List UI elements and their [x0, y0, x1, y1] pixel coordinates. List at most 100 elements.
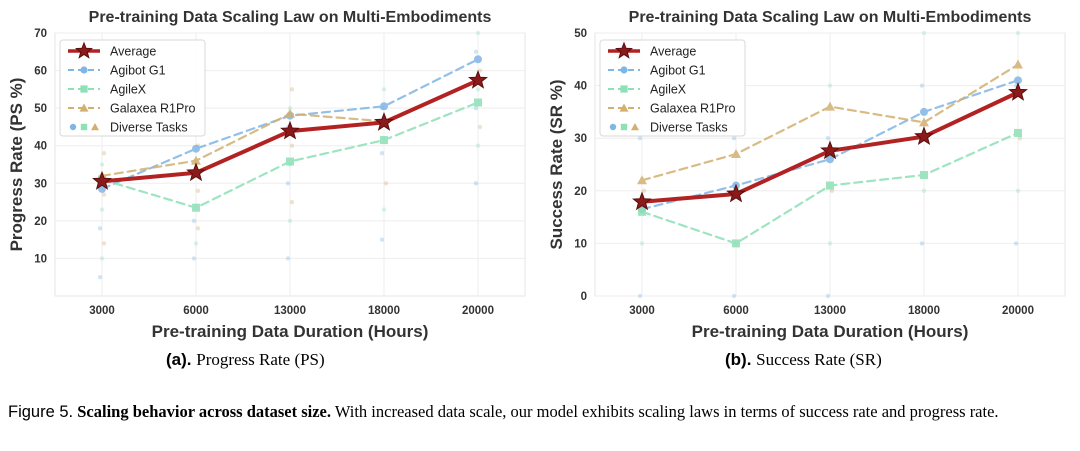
- diverse-task-point: [287, 218, 293, 224]
- y-tick-label: 30: [34, 178, 47, 190]
- diverse-task-point: [475, 30, 481, 36]
- diverse-task-point: [285, 181, 291, 186]
- data-point: [380, 102, 388, 111]
- x-tick-label: 20000: [462, 305, 494, 317]
- diverse-task-point: [383, 181, 389, 186]
- data-point: [820, 140, 840, 160]
- legend: Average Agibot G1 AgileX Galaxea R1Pro Diver…: [599, 39, 746, 137]
- y-tick-label: 50: [574, 28, 587, 40]
- legend-box: [59, 39, 206, 137]
- x-axis-label: Pre-training Data Duration (Hours): [692, 322, 969, 341]
- data-point: [638, 207, 646, 216]
- diverse-task-point: [1015, 30, 1021, 36]
- series-galaxea-r1pro: [637, 59, 1023, 185]
- diverse-task-point: [731, 293, 737, 299]
- data-point: [1014, 76, 1022, 85]
- diverse-task-point: [97, 226, 103, 231]
- legend-label: AgileX: [650, 83, 687, 97]
- diverse-task-point: [285, 256, 291, 261]
- diverse-task-point: [477, 68, 483, 73]
- diverse-task-point: [825, 293, 831, 299]
- data-point: [374, 111, 394, 131]
- legend-swatch-marker: [79, 103, 89, 112]
- data-point: [92, 170, 112, 190]
- legend-diverse-square: [620, 123, 628, 131]
- data-point: [826, 181, 834, 190]
- y-tick-label: 70: [34, 28, 47, 40]
- subcaption-b: (b). Success Rate (SR): [725, 350, 882, 370]
- diverse-task-point: [289, 87, 295, 92]
- x-tick-label: 6000: [183, 305, 209, 317]
- data-point: [286, 157, 294, 166]
- diverse-task-point: [381, 87, 387, 92]
- legend-swatch-marker: [619, 103, 629, 112]
- subcaption-b-label: (b).: [725, 350, 752, 369]
- diverse-task-point: [919, 241, 925, 246]
- data-point: [632, 191, 652, 211]
- diverse-task-point: [829, 188, 835, 193]
- diverse-task-point: [289, 143, 295, 148]
- data-point: [726, 183, 746, 203]
- data-point: [191, 155, 201, 165]
- data-point: [380, 136, 388, 145]
- diverse-task-point: [379, 237, 385, 242]
- diverse-task-point: [475, 87, 481, 92]
- series-average: [92, 69, 488, 190]
- diverse-task-point: [195, 226, 201, 231]
- x-tick-label: 13000: [814, 305, 846, 317]
- x-axis-label: Pre-training Data Duration (Hours): [152, 322, 429, 341]
- subcaption-a: (a). Progress Rate (PS): [166, 350, 325, 370]
- data-point: [826, 155, 834, 164]
- x-tick-label: 3000: [629, 305, 655, 317]
- diverse-task-point: [101, 151, 107, 156]
- diverse-task-point: [101, 241, 107, 246]
- diverse-task-point: [827, 241, 833, 246]
- legend-diverse-triangle: [91, 123, 99, 131]
- legend-label: Diverse Tasks: [650, 121, 728, 135]
- data-point: [468, 69, 488, 89]
- chart-title: Pre-training Data Scaling Law on Multi-E…: [629, 9, 1032, 26]
- chart-progress-rate: 10 20 30 40 50 60 70 3000 6000 13000 18000 20000 Pre…: [0, 0, 540, 345]
- x-tick-label: 20000: [1002, 305, 1034, 317]
- subcaption-a-label: (a).: [166, 350, 192, 369]
- diverse-task-point: [827, 83, 833, 88]
- data-point: [474, 98, 482, 107]
- data-point: [186, 162, 206, 182]
- diverse-task-point: [473, 181, 479, 186]
- chart-title: Pre-training Data Scaling Law on Multi-E…: [89, 9, 492, 26]
- subcaption-b-text: Success Rate (SR): [756, 350, 882, 369]
- data-point: [914, 126, 934, 146]
- series-average: [632, 81, 1028, 211]
- data-point: [280, 120, 300, 140]
- diverse-task-point: [919, 83, 925, 88]
- data-point: [1014, 128, 1022, 137]
- x-ticks: 3000 6000 13000 18000 20000: [89, 305, 494, 317]
- legend-swatch-marker: [74, 41, 94, 59]
- y-tick-label: 20: [34, 216, 47, 228]
- grid: [595, 32, 1065, 297]
- legend-swatch-marker: [80, 66, 88, 74]
- data-point: [474, 55, 482, 64]
- diverse-task-point: [101, 192, 107, 197]
- diverse-task-point: [921, 188, 927, 193]
- caption-bold-text: Scaling behavior across dataset size.: [77, 402, 332, 421]
- data-point: [732, 239, 740, 248]
- x-tick-label: 6000: [723, 305, 749, 317]
- y-tick-label: 10: [34, 253, 47, 265]
- diverse-task-point: [195, 188, 201, 193]
- diverse-task-point: [921, 30, 927, 36]
- legend-swatch-marker: [620, 66, 628, 74]
- diverse-task-point: [475, 143, 481, 148]
- diverse-task-point: [97, 275, 103, 280]
- x-ticks: 3000 6000 13000 18000 20000: [629, 305, 1034, 317]
- diverse-task-point: [639, 241, 645, 246]
- diverse-task-point: [731, 136, 737, 141]
- caption-body-text: With increased data scale, our model exh…: [334, 402, 999, 421]
- x-tick-label: 18000: [368, 305, 400, 317]
- chart-success-rate: 0 10 20 30 40 50 3000 6000 13000 18000 20000 Pre-tr…: [540, 0, 1080, 345]
- legend-label: Galaxea R1Pro: [650, 102, 736, 116]
- y-tick-label: 10: [574, 238, 587, 250]
- diverse-task-point: [641, 188, 647, 193]
- diverse-task-point: [477, 124, 483, 130]
- legend: Average Agibot G1 AgileX Galaxea R1Pro Diver…: [59, 39, 206, 137]
